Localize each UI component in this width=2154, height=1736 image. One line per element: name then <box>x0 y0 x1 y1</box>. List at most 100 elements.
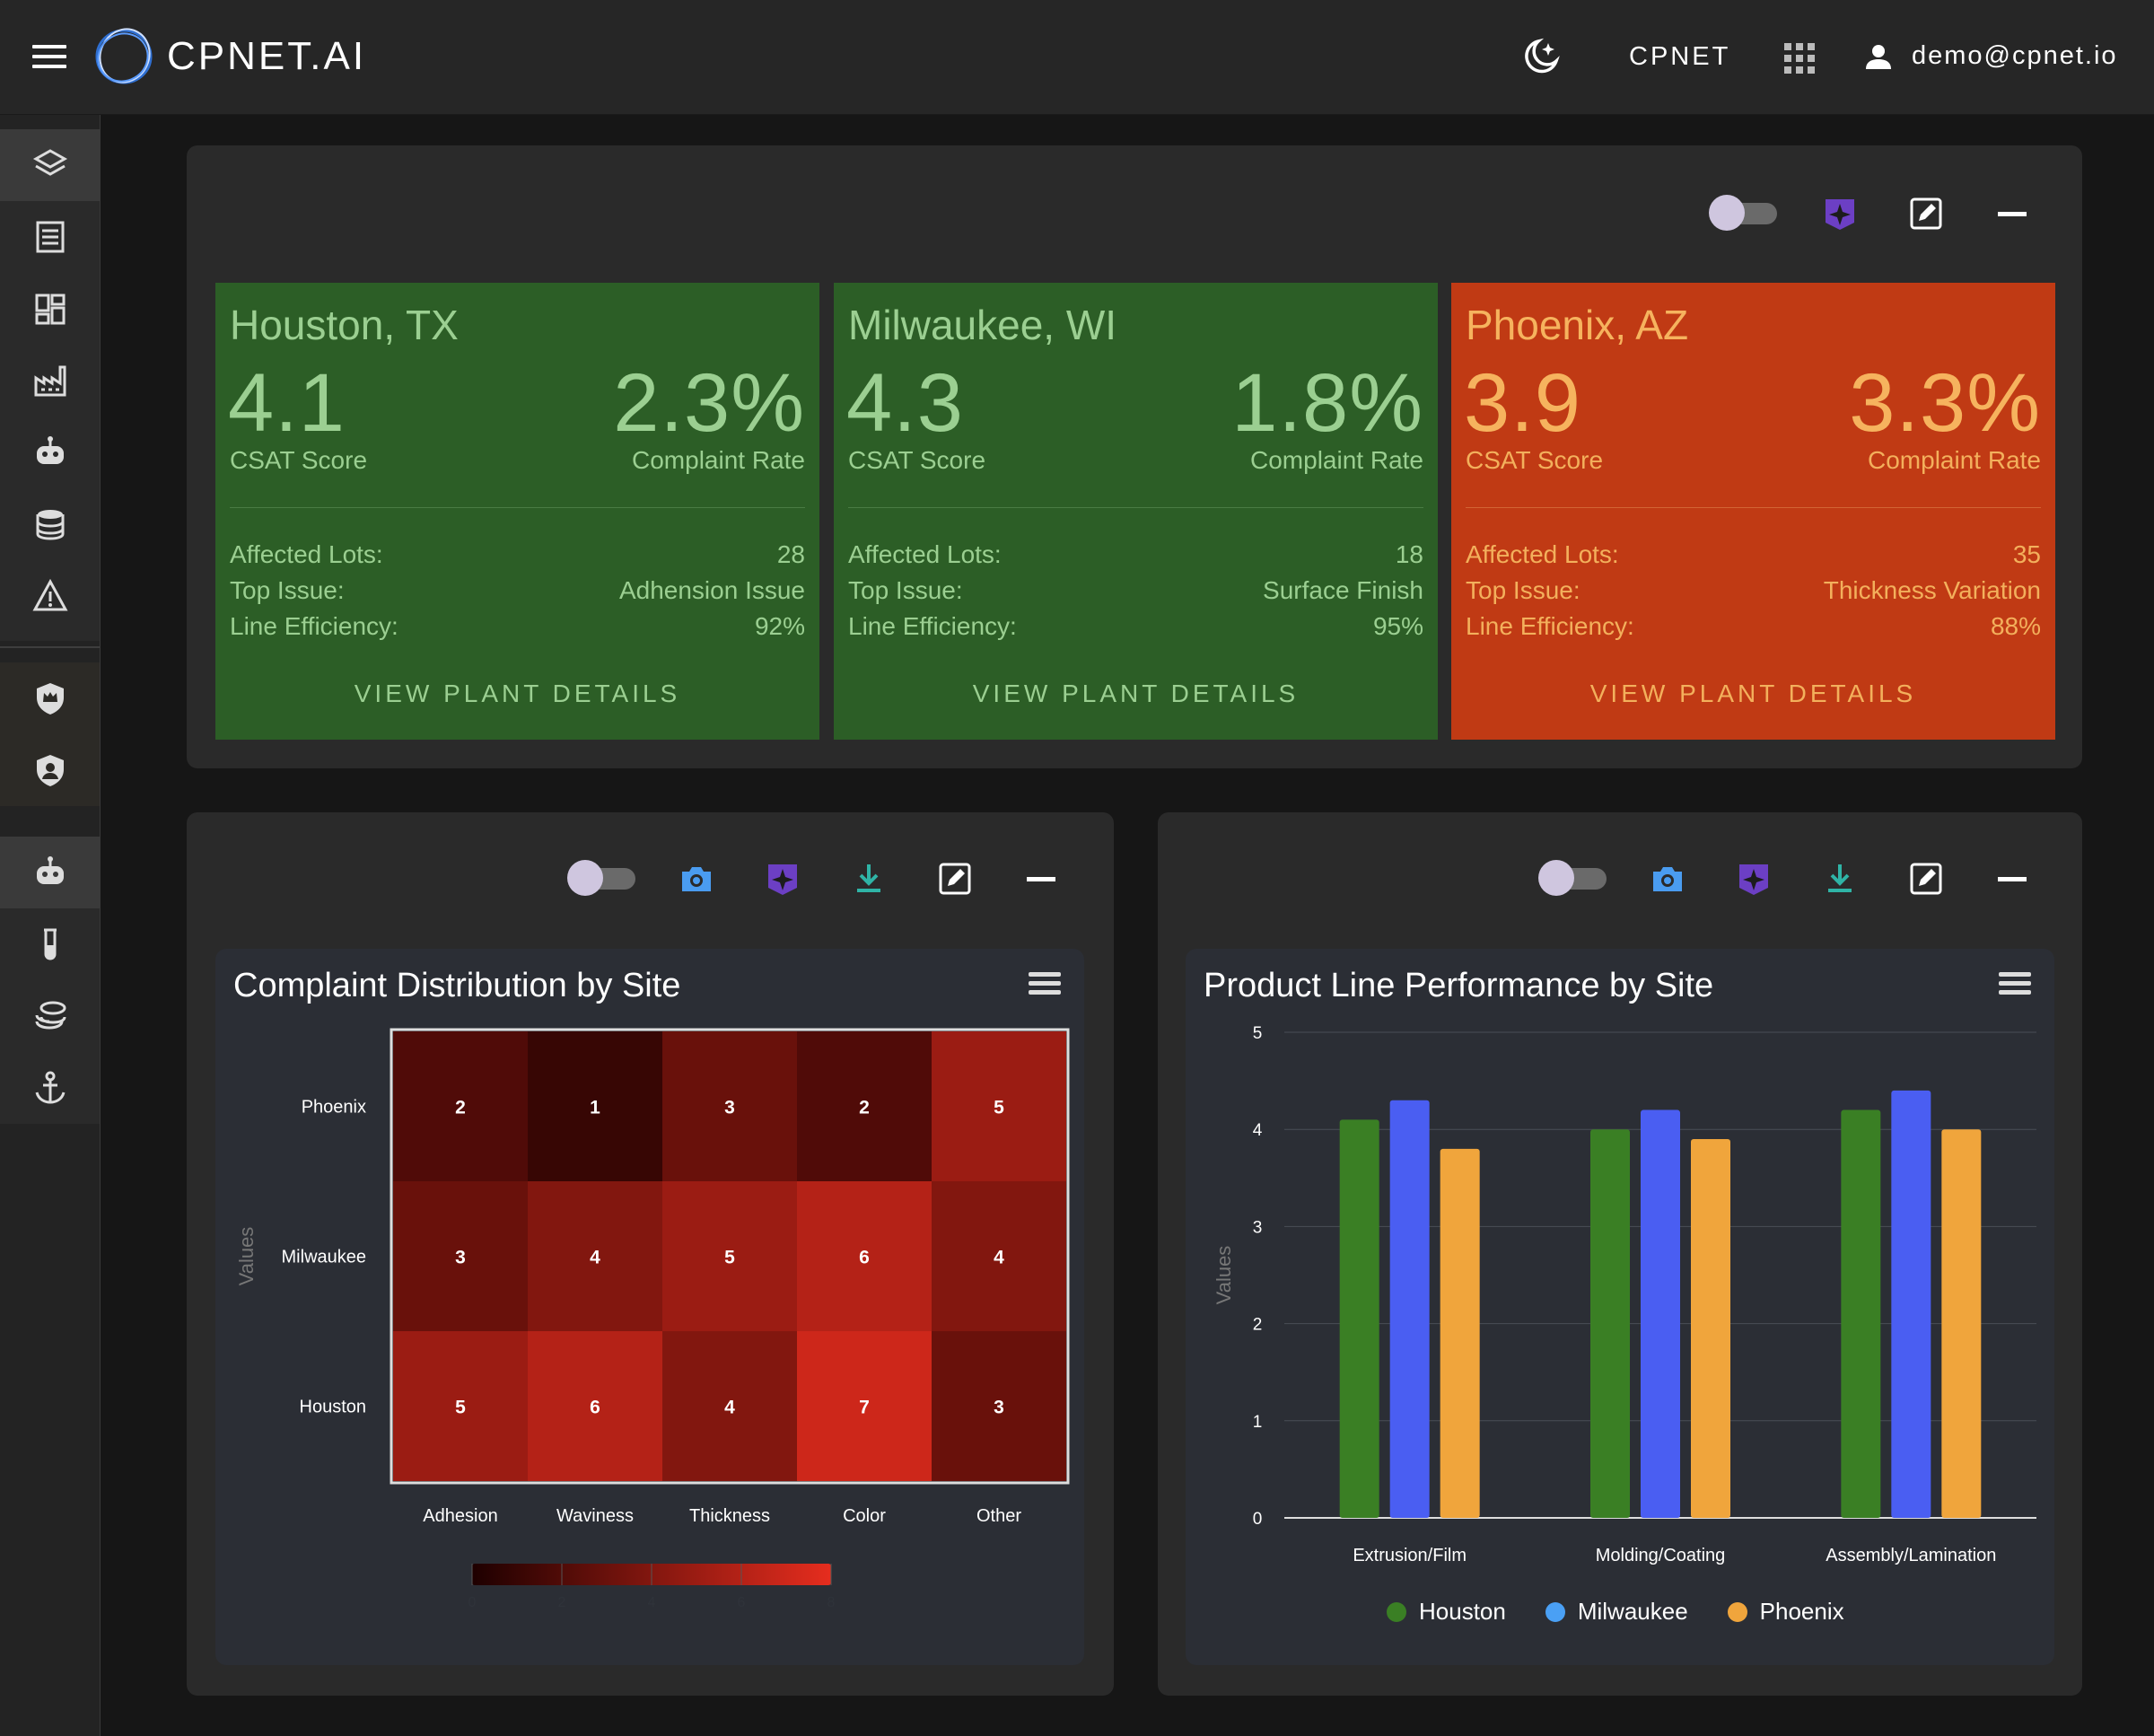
heatmap-cell <box>932 1031 1066 1181</box>
heatmap-cell-label: 3 <box>994 1398 1004 1418</box>
complaint-rate-value: 3.3% <box>1849 357 2041 449</box>
plant-city: Milwaukee, WI <box>848 302 1117 348</box>
heatmap-cell-label: 2 <box>455 1098 466 1118</box>
line-efficiency-row: Line Efficiency: 95% <box>848 612 1423 641</box>
y-axis-label: Values <box>1213 1246 1235 1305</box>
heatmap-cell-label: 3 <box>455 1248 466 1268</box>
bar-phoenix <box>1941 1129 1982 1518</box>
top-issue-row: Top Issue: Surface Finish <box>848 576 1423 605</box>
view-plant-details-button[interactable]: VIEW PLANT DETAILS <box>1589 679 1917 707</box>
affected-lots-label: Affected Lots: <box>1466 540 1619 568</box>
legend-item-phoenix[interactable]: Phoenix <box>1727 1598 1844 1626</box>
coins-icon[interactable] <box>0 980 100 1052</box>
y-tick-label: 4 <box>1253 1121 1263 1140</box>
bar-milwaukee <box>1641 1109 1680 1518</box>
robot-icon[interactable] <box>0 837 100 908</box>
anchor-icon[interactable] <box>0 1052 100 1124</box>
heatmap-row-label: Milwaukee <box>282 1248 366 1267</box>
database-icon[interactable] <box>0 488 100 560</box>
download-icon[interactable] <box>847 857 890 900</box>
heatmap-cell <box>932 1181 1066 1331</box>
y-tick-label: 5 <box>1253 1024 1263 1043</box>
edit-icon[interactable] <box>933 857 976 900</box>
heatmap-cell-label: 7 <box>859 1398 870 1418</box>
minimize-icon[interactable] <box>1991 192 2034 235</box>
ai-sparkle-icon[interactable] <box>761 857 804 900</box>
legend-item-houston[interactable]: Houston <box>1387 1598 1506 1626</box>
divider <box>848 507 1423 508</box>
menu-icon[interactable] <box>32 45 66 70</box>
divider <box>230 507 805 508</box>
minimize-icon[interactable] <box>1991 857 2034 900</box>
legend-dot <box>1387 1601 1406 1622</box>
top-issue-value: Surface Finish <box>1263 576 1423 604</box>
panel-toggle[interactable] <box>567 859 637 897</box>
top-issue-value: Thickness Variation <box>1823 576 2041 604</box>
panel-toggle[interactable] <box>1538 859 1608 897</box>
affected-lots-value: 35 <box>2012 540 2041 568</box>
legend-label: Milwaukee <box>1577 1598 1688 1625</box>
complaint-rate-label: Complaint Rate <box>1868 446 2041 474</box>
top-issue-label: Top Issue: <box>230 576 345 604</box>
complaint-rate-label: Complaint Rate <box>1250 446 1423 474</box>
camera-icon[interactable] <box>675 857 718 900</box>
dashboard-icon[interactable] <box>0 273 100 345</box>
y-axis-label: Values <box>235 1227 258 1286</box>
color-scale-label: 8 <box>827 1595 836 1610</box>
chart-legend: Houston Milwaukee Phoenix <box>1387 1598 1844 1626</box>
org-name[interactable]: CPNET <box>1629 42 1731 71</box>
download-icon[interactable] <box>1818 857 1861 900</box>
shield-crown-icon[interactable] <box>0 662 100 734</box>
heatmap-cell-label: 5 <box>455 1398 466 1418</box>
camera-icon[interactable] <box>1646 857 1689 900</box>
heatmap-cell <box>662 1031 797 1181</box>
user-icon[interactable] <box>1863 41 1894 72</box>
csat-label: CSAT Score <box>848 446 986 474</box>
view-plant-details-button[interactable]: VIEW PLANT DETAILS <box>972 679 1300 707</box>
heatmap-chart: 2 1 3 2 5 Phoenix 3 4 5 6 4 Milwaukee 5 6 4 7 3 Houston Ad… <box>235 1028 1070 1610</box>
heatmap-cell-label: 4 <box>994 1248 1004 1268</box>
heatmap-row-label: Houston <box>300 1398 367 1417</box>
chart-menu-icon[interactable] <box>1029 972 1061 997</box>
user-email[interactable]: demo@cpnet.io <box>1912 41 2118 70</box>
plant-card-phoenix: Phoenix, AZ 3.9 3.3% CSAT Score Complain… <box>1451 283 2055 740</box>
panel-toggle[interactable] <box>1709 194 1779 232</box>
ai-sparkle-icon[interactable] <box>1732 857 1775 900</box>
warning-icon[interactable] <box>0 560 100 632</box>
robot-icon[interactable] <box>0 416 100 488</box>
minimize-icon[interactable] <box>1020 857 1063 900</box>
edit-icon[interactable] <box>1904 192 1948 235</box>
csat-value: 3.9 <box>1464 357 1581 449</box>
heatmap-cell <box>662 1331 797 1481</box>
top-issue-label: Top Issue: <box>848 576 963 604</box>
bar-chart: 0 1 2 3 4 5 Values Extrusion/Film Molding/Coatin… <box>1213 1024 2036 1565</box>
bar-phoenix <box>1691 1139 1730 1518</box>
shield-user-icon[interactable] <box>0 734 100 806</box>
document-icon[interactable] <box>0 201 100 273</box>
line-efficiency-row: Line Efficiency: 88% <box>1466 612 2041 641</box>
affected-lots-row: Affected Lots: 35 <box>1466 540 2041 569</box>
apps-grid-icon[interactable] <box>1784 43 1815 74</box>
heatmap-cell <box>797 1181 932 1331</box>
bar-milwaukee <box>1891 1090 1931 1518</box>
heatmap-cell-label: 2 <box>859 1098 870 1118</box>
complaint-rate-label: Complaint Rate <box>632 446 805 474</box>
layers-icon[interactable] <box>0 129 100 201</box>
plant-city: Phoenix, AZ <box>1466 302 1689 348</box>
plant-city: Houston, TX <box>230 302 459 348</box>
chart-menu-icon[interactable] <box>1999 972 2031 997</box>
line-efficiency-label: Line Efficiency: <box>848 612 1017 640</box>
view-plant-details-button[interactable]: VIEW PLANT DETAILS <box>354 679 681 707</box>
ai-sparkle-icon[interactable] <box>1818 192 1861 235</box>
x-tick-label: Assembly/Lamination <box>1826 1546 1996 1565</box>
top-issue-label: Top Issue: <box>1466 576 1580 604</box>
legend-item-milwaukee[interactable]: Milwaukee <box>1545 1598 1688 1626</box>
test-tube-icon[interactable] <box>0 908 100 980</box>
heatmap-cell <box>393 1031 528 1181</box>
edit-icon[interactable] <box>1904 857 1948 900</box>
factory-icon[interactable] <box>0 345 100 416</box>
heatmap-cell <box>528 1031 662 1181</box>
heatmap-cell-label: 4 <box>724 1398 735 1418</box>
dark-mode-icon[interactable] <box>1519 34 1563 79</box>
legend-label: Houston <box>1419 1598 1506 1625</box>
